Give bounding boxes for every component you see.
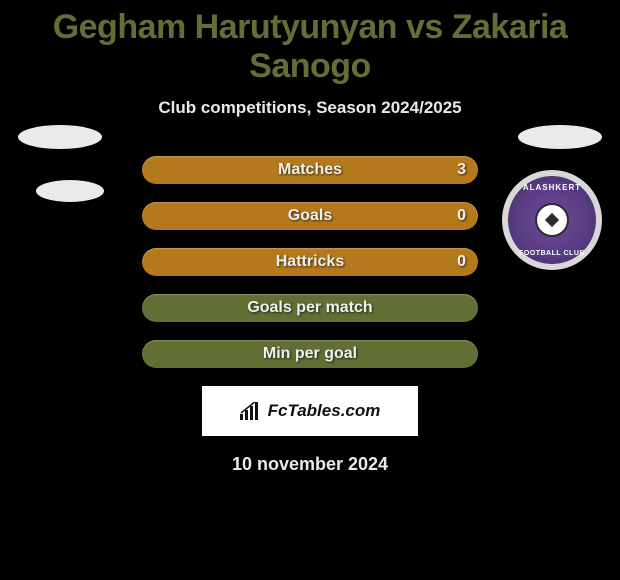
left-decor-1 <box>18 125 102 149</box>
brand-box: FcTables.com <box>202 386 418 436</box>
stat-label: Hattricks <box>276 253 344 271</box>
stat-value: 0 <box>457 207 466 225</box>
stat-row-hattricks: Hattricks 0 <box>0 248 620 276</box>
stat-row-goals-per-match: Goals per match <box>0 294 620 322</box>
stat-row-min-per-goal: Min per goal <box>0 340 620 368</box>
stat-label: Matches <box>278 161 342 179</box>
subtitle: Club competitions, Season 2024/2025 <box>0 98 620 118</box>
bar-chart-icon <box>240 402 262 420</box>
stat-bar: Goals 0 <box>142 202 478 230</box>
stat-label: Goals <box>288 207 332 225</box>
stat-value: 0 <box>457 253 466 271</box>
stat-value: 3 <box>457 161 466 179</box>
stat-label: Goals per match <box>247 299 372 317</box>
badge-top-text: ALASHKERT <box>511 183 593 192</box>
stat-bar: Goals per match <box>142 294 478 322</box>
date-text: 10 november 2024 <box>0 454 620 475</box>
page-title: Gegham Harutyunyan vs Zakaria Sanogo <box>0 0 620 86</box>
stat-label: Min per goal <box>263 345 357 363</box>
stat-bar: Matches 3 <box>142 156 478 184</box>
stat-row-goals: Goals 0 <box>0 202 620 230</box>
stat-bar: Min per goal <box>142 340 478 368</box>
stat-bar: Hattricks 0 <box>142 248 478 276</box>
right-decor-1 <box>518 125 602 149</box>
brand-text: FcTables.com <box>268 401 381 421</box>
stat-row-matches: Matches 3 <box>0 156 620 184</box>
